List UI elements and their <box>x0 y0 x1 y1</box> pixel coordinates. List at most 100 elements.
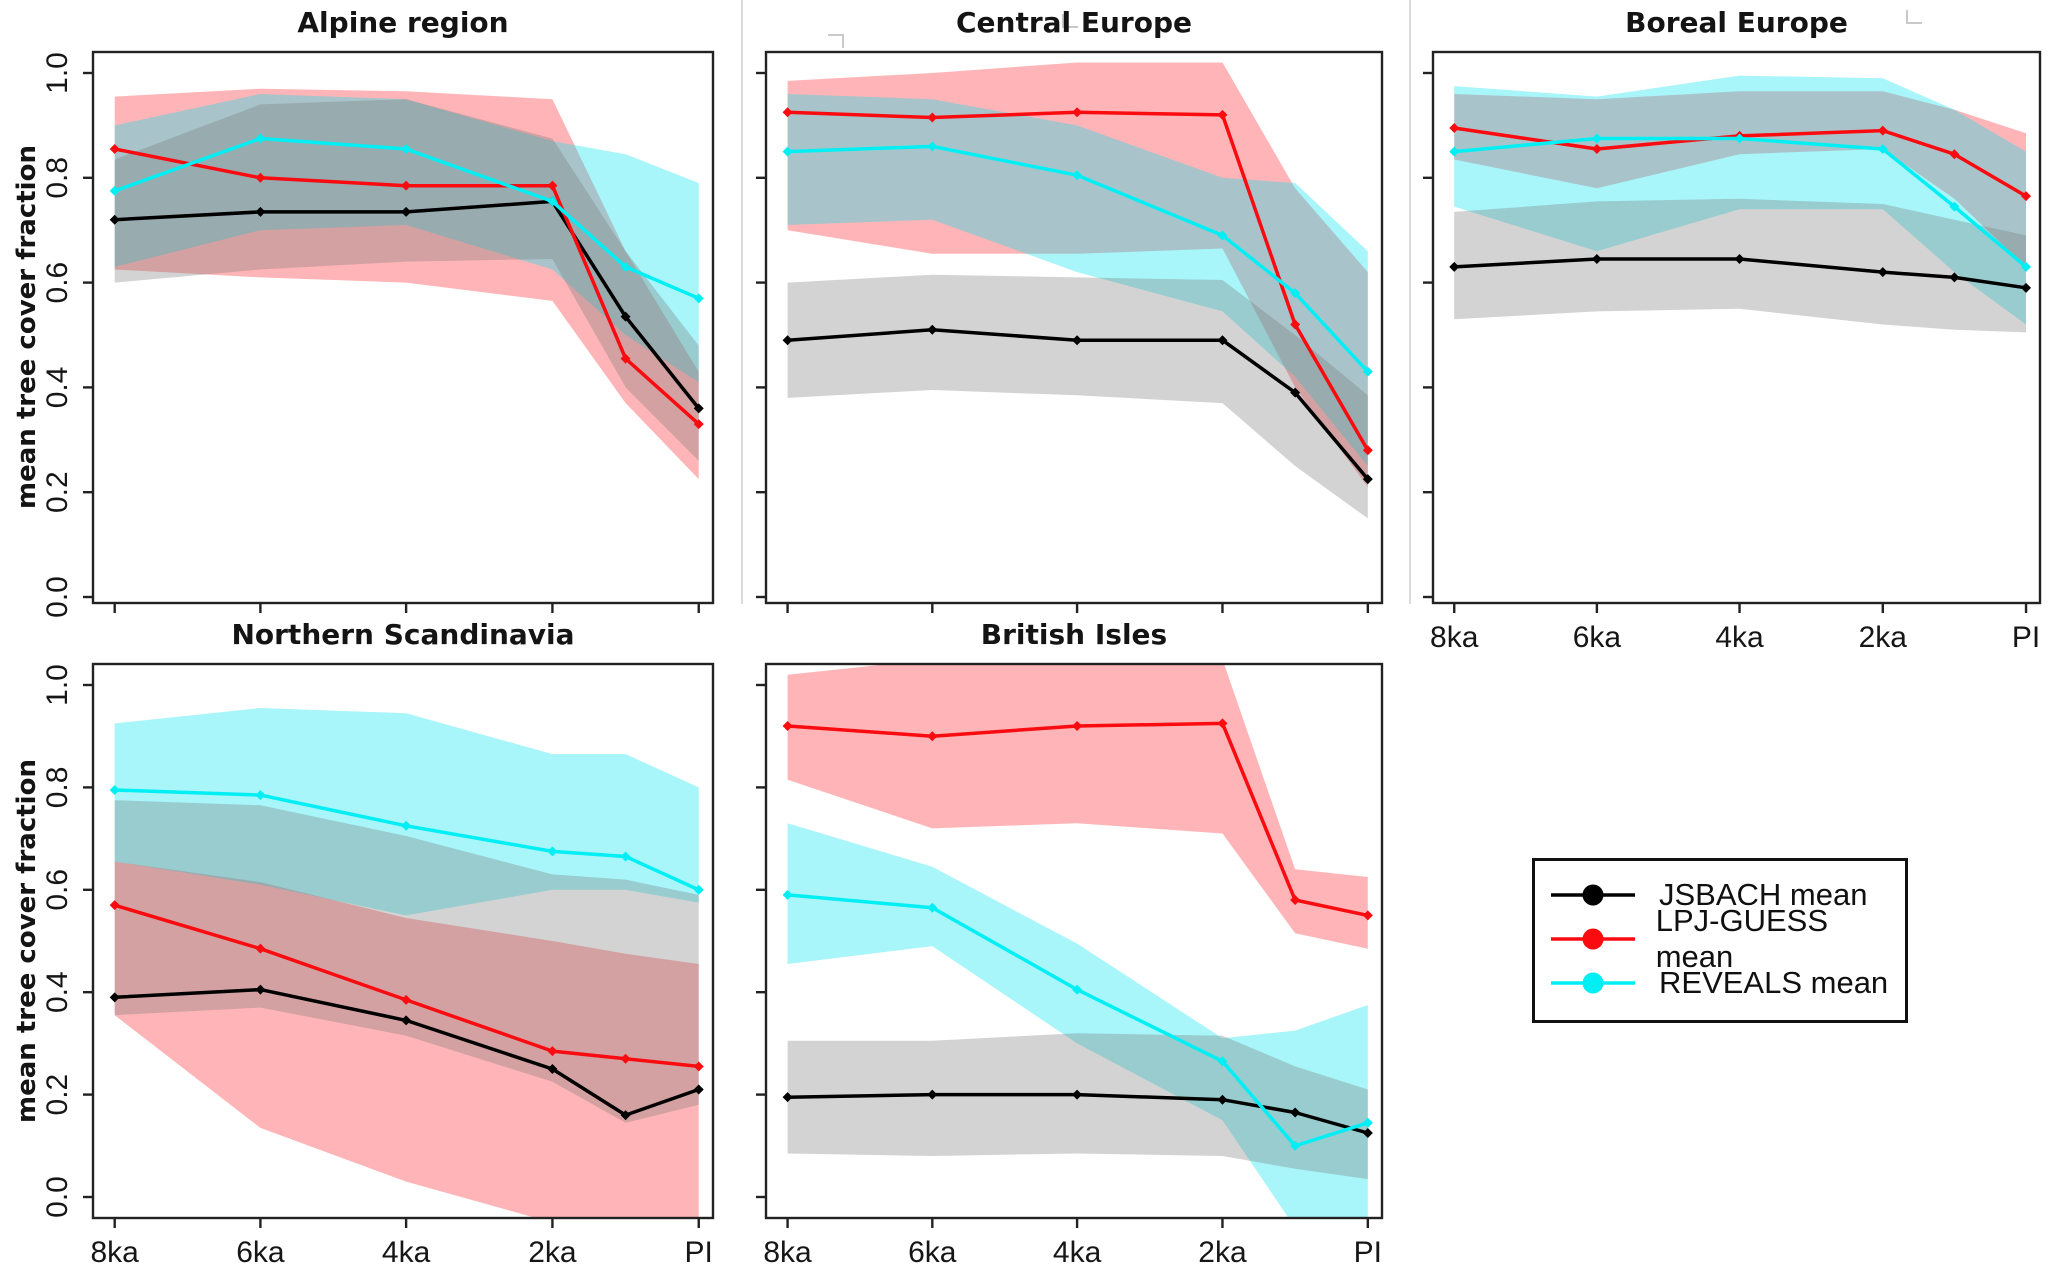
data-point-marker-lpj-guess <box>1949 149 1960 160</box>
plot-area-1 <box>756 50 1384 613</box>
data-point-marker-reveals <box>1217 230 1228 241</box>
data-point-marker-lpj-guess <box>927 731 938 742</box>
series-line-lpj-guess <box>787 110 1370 452</box>
y-tick-label: 0.4 <box>41 971 74 1013</box>
data-point-marker-jsbach <box>401 1015 412 1026</box>
x-tick-label: 2ka <box>1198 1236 1247 1269</box>
data-point-marker-reveals <box>1072 984 1083 995</box>
data-point-marker-lpj-guess <box>401 180 412 191</box>
y-tick-label: 0.0 <box>41 1176 74 1218</box>
chart-panel-boreal-europe: Boreal Europe 8ka 6ka 4ka 2ka PI <box>1381 6 2056 673</box>
data-point-marker-jsbach <box>1362 1128 1373 1138</box>
data-point-marker-lpj-guess <box>1072 107 1083 118</box>
x-tick-label: 8ka <box>91 1236 140 1269</box>
y-tick-label: 0.6 <box>41 262 74 304</box>
series-jsbach <box>109 984 704 1121</box>
data-point-marker-reveals <box>109 185 120 196</box>
data-point-marker-reveals <box>693 884 704 895</box>
y-tick-label: 1.0 <box>41 664 74 706</box>
series-line-jsbach <box>1454 257 2027 290</box>
data-point-marker-jsbach <box>255 984 266 995</box>
plot-border <box>1431 50 2042 605</box>
data-point-marker-jsbach <box>1949 272 1960 283</box>
series-line-jsbach <box>114 199 701 410</box>
series-line-reveals <box>787 144 1370 373</box>
x-tick-label: 4ka <box>1053 1236 1102 1269</box>
data-point-marker-lpj-guess <box>1591 143 1602 154</box>
chart-panel-alpine-region: Alpine region 0.0 0.2 0.4 0.6 0.8 1.0 <box>41 6 729 673</box>
data-point-marker-reveals <box>255 133 266 144</box>
data-point-marker-reveals <box>693 293 704 304</box>
data-point-marker-jsbach <box>782 1092 793 1103</box>
band-jsbach <box>114 800 699 1123</box>
data-point-marker-jsbach <box>927 324 938 335</box>
series-reveals <box>109 784 704 895</box>
data-point-marker-jsbach <box>1449 261 1460 272</box>
data-point-marker-lpj-guess <box>2021 191 2032 202</box>
series-reveals <box>109 133 704 304</box>
data-point-marker-lpj-guess <box>782 107 793 118</box>
series-line-lpj-guess <box>787 721 1369 918</box>
series-line-lpj-guess <box>114 147 700 426</box>
data-point-marker-lpj-guess <box>109 143 120 154</box>
data-point-marker-jsbach <box>620 311 631 322</box>
data-point-marker-reveals <box>1217 1056 1228 1067</box>
data-point-marker-lpj-guess <box>401 994 412 1005</box>
band-reveals <box>787 823 1368 1217</box>
series-line-jsbach <box>787 328 1370 481</box>
panel-title: Alpine region <box>297 6 509 39</box>
data-point-marker-lpj-guess <box>693 419 704 430</box>
data-point-marker-lpj-guess <box>782 720 793 731</box>
data-point-marker-jsbach <box>547 1064 558 1074</box>
data-point-marker-reveals <box>782 146 793 157</box>
data-point-marker-lpj-guess <box>1217 718 1228 729</box>
series-lpj-guess <box>109 143 704 430</box>
y-tick-label: 0.2 <box>41 1074 74 1116</box>
data-point-marker-reveals <box>1734 133 1745 144</box>
data-point-marker-jsbach <box>1591 254 1602 265</box>
series-jsbach <box>1449 254 2032 293</box>
data-point-marker-reveals <box>547 196 558 207</box>
data-point-marker-jsbach <box>1362 474 1373 485</box>
data-point-marker-lpj-guess <box>693 1061 704 1072</box>
band-reveals <box>114 94 699 383</box>
data-point-marker-reveals <box>401 143 412 154</box>
x-tick-label: 6ka <box>236 1236 285 1269</box>
data-point-marker-lpj-guess <box>547 1046 558 1057</box>
legend-label: REVEALS mean <box>1659 965 1889 1000</box>
panel-separator-right <box>1409 0 1411 604</box>
panel-title: British Isles <box>980 618 1168 651</box>
y-tick-label: 0.2 <box>41 471 74 513</box>
legend-item-lpj-guess: LPJ-GUESS mean <box>1535 903 1905 974</box>
plot-area-3: 8ka 6ka 4ka 2ka PI 0.0 0.2 0.4 0.6 0.8 1.0 <box>41 662 715 1269</box>
legend-label: LPJ-GUESS mean <box>1655 903 1829 974</box>
series-lpj-guess <box>782 107 1373 456</box>
reveals-line-swatch-icon <box>1551 972 1635 994</box>
y-tick-label: 0.6 <box>41 869 74 911</box>
series-lpj-guess <box>109 900 704 1072</box>
plot-area-4: 8ka 6ka 4ka 2ka PI <box>756 662 1384 1269</box>
legend-item-jsbach: JSBACH mean <box>1535 873 1905 917</box>
plot-border <box>764 50 1384 605</box>
x-tick-label: 6ka <box>908 1236 957 1269</box>
panel-title: Boreal Europe <box>1625 6 1848 39</box>
data-point-marker-reveals <box>2021 261 2032 272</box>
y-axis-label-top-row: mean tree cover fraction <box>12 145 42 509</box>
data-point-marker-lpj-guess <box>255 172 266 183</box>
data-point-marker-jsbach <box>109 992 120 1003</box>
series-reveals <box>1449 133 2032 272</box>
data-point-marker-jsbach <box>1290 1107 1301 1118</box>
series-jsbach <box>782 1089 1373 1138</box>
band-lpj-guess <box>787 62 1368 487</box>
data-point-marker-jsbach <box>2021 282 2032 293</box>
x-tick-label: 8ka <box>1430 621 1479 654</box>
band-jsbach <box>1454 198 2026 333</box>
data-point-marker-jsbach <box>782 335 793 346</box>
data-point-marker-jsbach <box>693 1084 704 1095</box>
y-tick-label: 0.8 <box>41 157 74 199</box>
plot-border <box>764 662 1384 1220</box>
panel-separator-left <box>741 0 743 604</box>
band-jsbach <box>787 1033 1368 1180</box>
data-point-marker-reveals <box>547 846 558 857</box>
